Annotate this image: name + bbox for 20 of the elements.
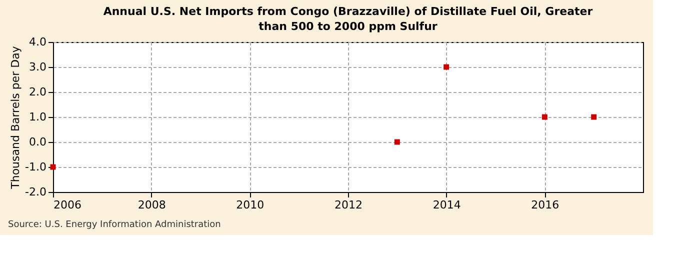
y-tick-label: 0.0 [29,136,46,148]
x-tick-label: 2006 [54,198,82,212]
x-tick-label: 2014 [432,198,461,212]
x-tick-label: 2008 [138,198,166,212]
y-tick-label: -2.0 [25,186,46,198]
y-tick-label: 2.0 [29,86,46,98]
x-tick-label: 2016 [531,198,560,212]
point [394,139,400,145]
y-tick-label: 1.0 [29,110,46,124]
source-note: Source: U.S. Energy Information Administration [8,220,221,230]
point [591,114,597,120]
y-tick-label: 4.0 [29,36,46,48]
y-tick-label: 3.0 [29,60,46,74]
y-axis-title: Thousand Barrels per Day [9,46,22,190]
point [444,64,450,70]
x-tick-label: 2010 [236,198,264,212]
y-tick-label: -1.0 [25,160,46,174]
x-tick-label: 2012 [334,198,362,212]
chart-title: Annual U.S. Net Imports from Congo (Brazzaville) of Distillate Fuel Oil, Greater than 500 to 2000 ppm Sulfur [103,5,594,33]
point [542,114,548,120]
